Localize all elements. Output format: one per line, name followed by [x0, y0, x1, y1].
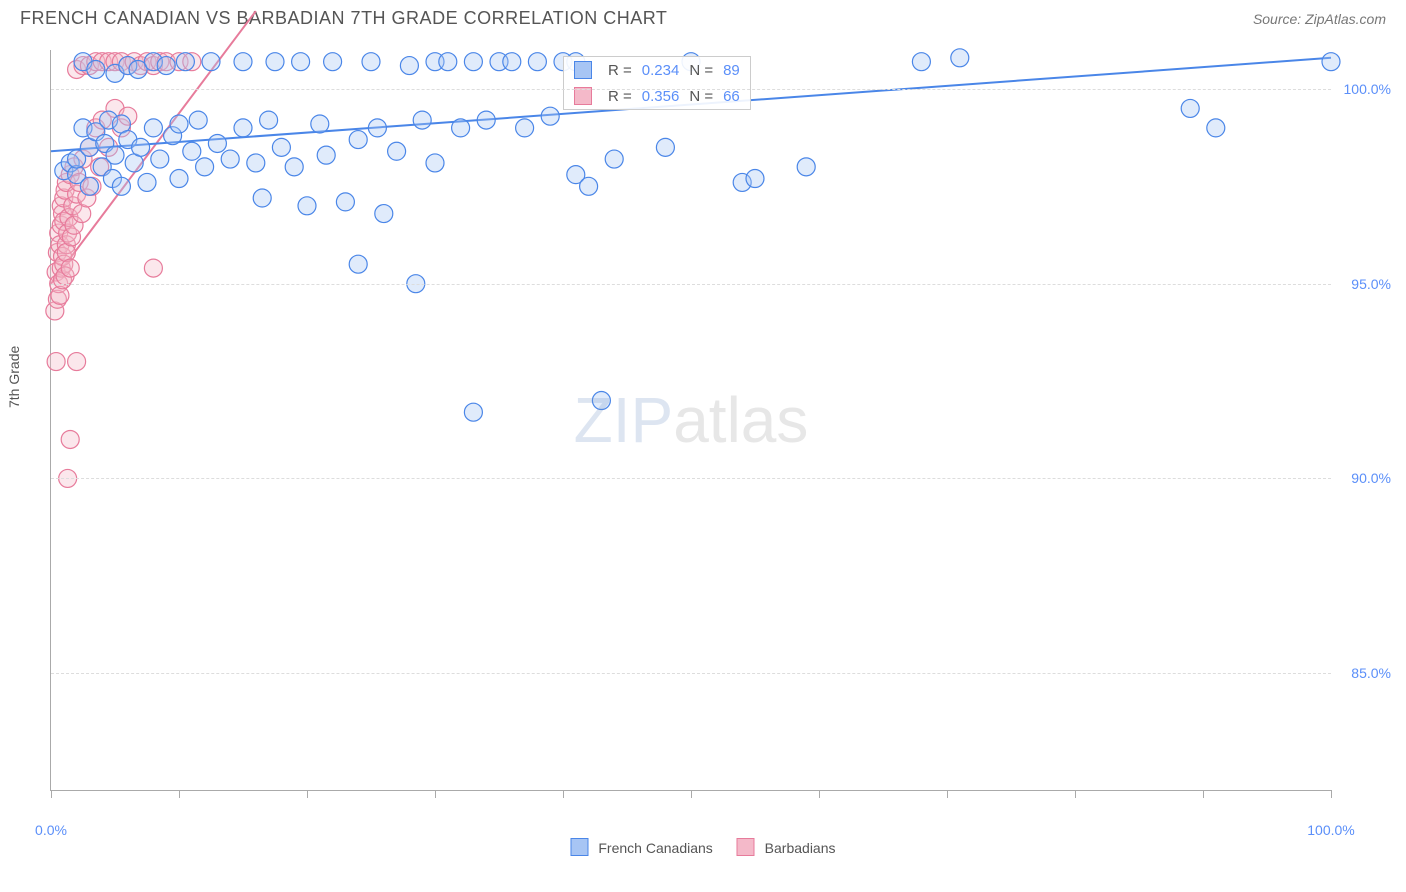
- y-axis-label: 7th Grade: [6, 346, 22, 408]
- chart-plot-area: ZIPatlas R = 0.234 N = 89 R = 0.356 N = …: [50, 50, 1331, 791]
- x-tick-label: 0.0%: [35, 822, 67, 838]
- swatch-french-icon: [574, 61, 592, 79]
- r-label: R =: [608, 62, 632, 79]
- x-tick: [1331, 790, 1332, 798]
- x-tick: [1203, 790, 1204, 798]
- legend-item-barbadian: Barbadians: [737, 838, 836, 856]
- n-label: N =: [689, 62, 713, 79]
- x-tick: [947, 790, 948, 798]
- x-tick-label: 100.0%: [1307, 822, 1354, 838]
- x-tick: [563, 790, 564, 798]
- y-tick-label: 100.0%: [1344, 81, 1391, 97]
- bottom-legend: French Canadians Barbadians: [570, 838, 835, 856]
- gridline: [51, 673, 1331, 674]
- x-tick: [819, 790, 820, 798]
- y-tick-label: 85.0%: [1351, 665, 1391, 681]
- legend-item-french: French Canadians: [570, 838, 712, 856]
- legend-label-french: French Canadians: [598, 840, 712, 856]
- swatch-french-icon: [570, 838, 588, 856]
- chart-title: FRENCH CANADIAN VS BARBADIAN 7TH GRADE C…: [20, 8, 667, 29]
- r-value-french: 0.234: [642, 62, 680, 79]
- gridline: [51, 284, 1331, 285]
- x-tick: [179, 790, 180, 798]
- scatter-plot-svg: [51, 50, 1331, 790]
- swatch-barbadian-icon: [737, 838, 755, 856]
- n-label: N =: [689, 88, 713, 105]
- x-tick: [435, 790, 436, 798]
- y-tick-label: 95.0%: [1351, 276, 1391, 292]
- x-tick: [51, 790, 52, 798]
- gridline: [51, 478, 1331, 479]
- n-value-french: 89: [723, 62, 740, 79]
- correlation-row-french: R = 0.234 N = 89: [564, 57, 750, 83]
- source-attribution: Source: ZipAtlas.com: [1253, 11, 1386, 27]
- y-tick-label: 90.0%: [1351, 470, 1391, 486]
- n-value-barbadian: 66: [723, 88, 740, 105]
- x-tick: [307, 790, 308, 798]
- r-label: R =: [608, 88, 632, 105]
- x-tick: [691, 790, 692, 798]
- correlation-row-barbadian: R = 0.356 N = 66: [564, 83, 750, 109]
- correlation-legend: R = 0.234 N = 89 R = 0.356 N = 66: [563, 56, 751, 110]
- x-tick: [1075, 790, 1076, 798]
- r-value-barbadian: 0.356: [642, 88, 680, 105]
- legend-label-barbadian: Barbadians: [765, 840, 836, 856]
- gridline: [51, 89, 1331, 90]
